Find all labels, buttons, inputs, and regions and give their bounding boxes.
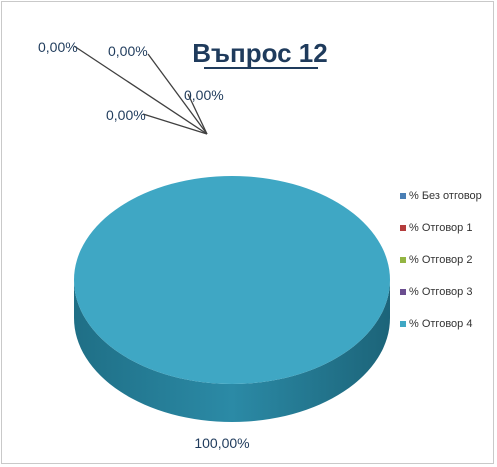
legend-entry: % Отговор 3 xyxy=(409,286,472,298)
pie-slice-side xyxy=(74,280,390,422)
legend-swatch xyxy=(400,321,406,327)
leader-line xyxy=(187,93,208,135)
legend-swatch xyxy=(400,193,406,199)
data-label: 0,00% xyxy=(108,43,148,59)
leader-lines xyxy=(73,45,208,135)
legend-entry: % Отговор 1 xyxy=(409,222,472,234)
legend-entry: % Отговор 2 xyxy=(409,254,472,266)
data-label: 0,00% xyxy=(184,87,224,103)
leader-line xyxy=(142,113,208,135)
chart-title: Въпрос 12 xyxy=(192,38,327,68)
data-label: 100,00% xyxy=(194,435,249,451)
data-label: 0,00% xyxy=(38,39,78,55)
legend: % Без отговор % Отговор 1 % Отговор 2 % Отг… xyxy=(400,190,482,330)
pie-slice xyxy=(74,176,390,384)
legend-swatch xyxy=(400,257,406,263)
leader-line xyxy=(147,53,208,135)
legend-entry: % Без отговор xyxy=(409,190,482,202)
data-label: 0,00% xyxy=(106,107,146,123)
legend-entry: % Отговор 4 xyxy=(409,318,472,330)
leader-line xyxy=(73,45,208,135)
legend-swatch xyxy=(400,225,406,231)
legend-swatch xyxy=(400,289,406,295)
